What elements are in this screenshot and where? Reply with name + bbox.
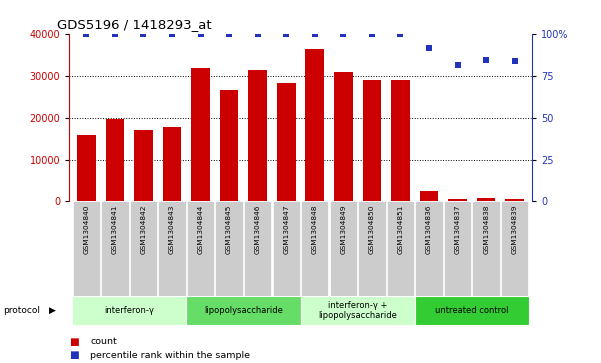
Text: GSM1304849: GSM1304849 [340, 204, 346, 254]
Point [110, 32, 120, 37]
Bar [472, 201, 500, 296]
Point [453, 62, 462, 68]
Point [481, 57, 491, 62]
Text: GSM1304848: GSM1304848 [312, 204, 318, 254]
Bar [477, 198, 495, 201]
Point [310, 32, 320, 37]
Bar [73, 201, 100, 296]
Point [224, 32, 234, 37]
Point [139, 32, 148, 37]
Bar [387, 201, 414, 296]
Bar [244, 201, 272, 296]
Text: GSM1304838: GSM1304838 [483, 204, 489, 254]
Text: count: count [90, 338, 117, 346]
Bar [305, 49, 324, 201]
Text: ■: ■ [69, 337, 79, 347]
Bar [134, 130, 153, 201]
Bar [448, 199, 467, 201]
Bar [248, 70, 267, 201]
Text: GSM1304840: GSM1304840 [84, 204, 90, 254]
Bar [106, 119, 124, 201]
Text: GDS5196 / 1418293_at: GDS5196 / 1418293_at [57, 18, 212, 31]
Text: GSM1304842: GSM1304842 [141, 204, 147, 254]
Text: GSM1304850: GSM1304850 [369, 204, 375, 254]
Point [82, 32, 91, 37]
Bar [191, 68, 210, 201]
Text: GSM1304843: GSM1304843 [169, 204, 175, 254]
Bar [158, 201, 186, 296]
Text: GSM1304847: GSM1304847 [283, 204, 289, 254]
Bar [358, 201, 386, 296]
Bar [301, 201, 329, 296]
Bar [220, 90, 239, 201]
Bar [163, 127, 182, 201]
Text: GSM1304844: GSM1304844 [198, 204, 204, 254]
Bar [329, 201, 357, 296]
Bar [419, 191, 438, 201]
Bar [415, 296, 529, 325]
Bar [215, 201, 243, 296]
Bar [300, 296, 415, 325]
Text: GSM1304841: GSM1304841 [112, 204, 118, 254]
Bar [186, 296, 300, 325]
Point [338, 32, 348, 37]
Point [395, 32, 405, 37]
Text: GSM1304845: GSM1304845 [226, 204, 232, 254]
Point [253, 32, 263, 37]
Point [367, 32, 377, 37]
Bar [277, 83, 296, 201]
Point [424, 45, 434, 51]
Text: GSM1304851: GSM1304851 [397, 204, 403, 254]
Point [196, 32, 206, 37]
Text: lipopolysaccharide: lipopolysaccharide [204, 306, 283, 315]
Text: GSM1304839: GSM1304839 [511, 204, 517, 254]
Bar [444, 201, 471, 296]
Text: ■: ■ [69, 350, 79, 360]
Point [167, 32, 177, 37]
Text: GSM1304837: GSM1304837 [454, 204, 460, 254]
Bar [187, 201, 214, 296]
Text: protocol: protocol [3, 306, 40, 315]
Bar [391, 79, 410, 201]
Bar [101, 201, 129, 296]
Bar [72, 296, 186, 325]
Text: GSM1304846: GSM1304846 [255, 204, 261, 254]
Text: interferon-γ +
lipopolysaccharide: interferon-γ + lipopolysaccharide [318, 301, 397, 320]
Bar [77, 135, 96, 201]
Bar [501, 201, 528, 296]
Bar [272, 201, 300, 296]
Text: percentile rank within the sample: percentile rank within the sample [90, 351, 250, 359]
Point [510, 58, 519, 64]
Point [281, 32, 291, 37]
Bar [334, 72, 353, 201]
Bar [362, 80, 381, 201]
Text: ▶: ▶ [49, 306, 56, 315]
Text: untreated control: untreated control [435, 306, 508, 315]
Text: interferon-γ: interferon-γ [104, 306, 154, 315]
Text: GSM1304836: GSM1304836 [426, 204, 432, 254]
Bar [505, 199, 524, 201]
Bar [415, 201, 443, 296]
Bar [130, 201, 157, 296]
